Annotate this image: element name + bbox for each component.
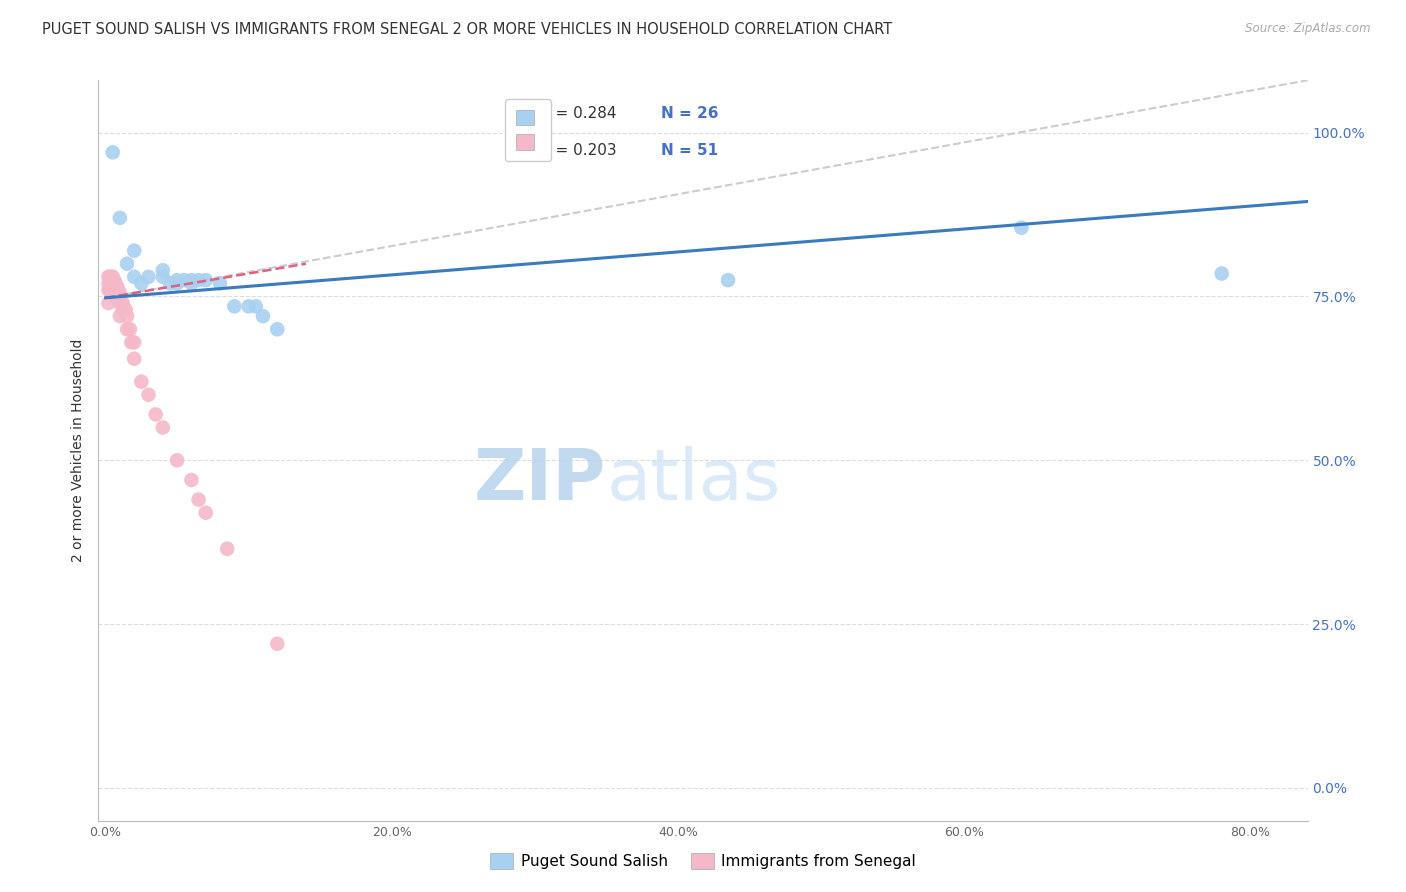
Point bbox=[114, 302, 136, 317]
Point bbox=[103, 277, 125, 291]
Point bbox=[98, 277, 121, 291]
Text: R = 0.284: R = 0.284 bbox=[540, 106, 616, 121]
Point bbox=[108, 296, 131, 310]
Point bbox=[115, 309, 138, 323]
Point bbox=[101, 269, 124, 284]
Point bbox=[166, 453, 188, 467]
Point bbox=[97, 269, 120, 284]
Text: atlas: atlas bbox=[606, 446, 780, 515]
Point bbox=[180, 273, 202, 287]
Text: N = 51: N = 51 bbox=[661, 143, 718, 158]
Point bbox=[131, 277, 153, 291]
Point bbox=[238, 299, 260, 313]
Text: ZIP: ZIP bbox=[474, 446, 606, 515]
Point bbox=[103, 279, 125, 293]
Point bbox=[100, 269, 122, 284]
Point bbox=[120, 335, 142, 350]
Point bbox=[111, 296, 134, 310]
Point bbox=[115, 257, 138, 271]
Point bbox=[111, 302, 134, 317]
Point bbox=[101, 279, 124, 293]
Point bbox=[97, 283, 120, 297]
Point bbox=[173, 273, 195, 287]
Point bbox=[180, 277, 202, 291]
Point bbox=[105, 285, 128, 299]
Point bbox=[152, 420, 174, 434]
Point bbox=[717, 273, 740, 287]
Point bbox=[187, 273, 209, 287]
Point bbox=[122, 269, 145, 284]
Point bbox=[103, 273, 125, 287]
Point bbox=[194, 506, 217, 520]
Point bbox=[252, 309, 274, 323]
Point bbox=[159, 277, 181, 291]
Point bbox=[101, 277, 124, 291]
Point bbox=[101, 273, 124, 287]
Point bbox=[122, 335, 145, 350]
Point bbox=[107, 289, 129, 303]
Legend: , : , bbox=[505, 99, 551, 161]
Point bbox=[108, 309, 131, 323]
Point bbox=[209, 277, 232, 291]
Point bbox=[166, 277, 188, 291]
Point bbox=[101, 145, 124, 160]
Point bbox=[1211, 267, 1233, 281]
Point bbox=[166, 273, 188, 287]
Point bbox=[100, 273, 122, 287]
Point bbox=[98, 283, 121, 297]
Point bbox=[224, 299, 246, 313]
Point bbox=[100, 279, 122, 293]
Text: PUGET SOUND SALISH VS IMMIGRANTS FROM SENEGAL 2 OR MORE VEHICLES IN HOUSEHOLD CO: PUGET SOUND SALISH VS IMMIGRANTS FROM SE… bbox=[42, 22, 893, 37]
Point bbox=[266, 322, 288, 336]
Point bbox=[108, 286, 131, 301]
Point bbox=[105, 289, 128, 303]
Point bbox=[194, 273, 217, 287]
Point bbox=[101, 283, 124, 297]
Text: R = 0.203: R = 0.203 bbox=[540, 143, 616, 158]
Point bbox=[131, 375, 153, 389]
Point bbox=[104, 283, 127, 297]
Point bbox=[1010, 220, 1032, 235]
Point bbox=[105, 279, 128, 293]
Point bbox=[104, 277, 127, 291]
Point bbox=[103, 286, 125, 301]
Point bbox=[107, 283, 129, 297]
Legend: Puget Sound Salish, Immigrants from Senegal: Puget Sound Salish, Immigrants from Sene… bbox=[484, 847, 922, 875]
Point bbox=[108, 291, 131, 305]
Point bbox=[152, 269, 174, 284]
Point bbox=[100, 277, 122, 291]
Point bbox=[138, 269, 160, 284]
Point bbox=[122, 351, 145, 366]
Point bbox=[152, 263, 174, 277]
Point bbox=[180, 473, 202, 487]
Point bbox=[187, 492, 209, 507]
Point bbox=[145, 408, 167, 422]
Point bbox=[97, 277, 120, 291]
Point bbox=[122, 244, 145, 258]
Point bbox=[118, 322, 141, 336]
Point bbox=[98, 269, 121, 284]
Point bbox=[245, 299, 267, 313]
Point bbox=[217, 541, 239, 556]
Point bbox=[266, 637, 288, 651]
Point bbox=[108, 211, 131, 225]
Text: Source: ZipAtlas.com: Source: ZipAtlas.com bbox=[1246, 22, 1371, 36]
Point bbox=[104, 289, 127, 303]
Point bbox=[97, 296, 120, 310]
Text: N = 26: N = 26 bbox=[661, 106, 718, 121]
Point bbox=[138, 388, 160, 402]
Point bbox=[115, 322, 138, 336]
Y-axis label: 2 or more Vehicles in Household: 2 or more Vehicles in Household bbox=[72, 339, 86, 562]
